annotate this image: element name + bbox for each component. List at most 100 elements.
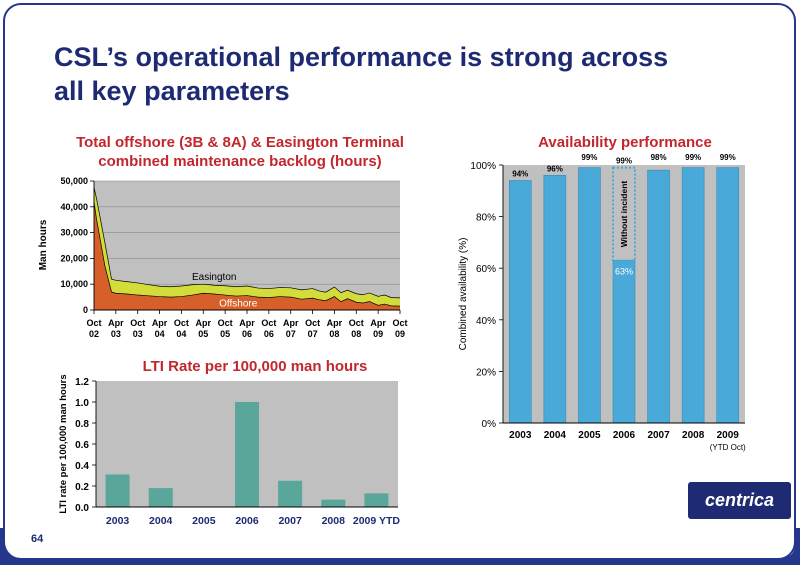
backlog-x-tick-label: 07	[308, 329, 318, 339]
backlog-y-axis-title: Man hours	[38, 219, 49, 270]
lti-bar	[235, 402, 259, 507]
easington-label: Easington	[192, 272, 236, 283]
backlog-y-tick-label: 20,000	[60, 253, 88, 263]
easington-line	[93, 187, 401, 299]
lti-y-tick-label: 1.2	[75, 377, 89, 388]
availability-x-tick-label: 2007	[647, 430, 670, 441]
backlog-y-tick-label: 0	[83, 305, 88, 315]
lti-bar	[364, 493, 389, 507]
availability-bar	[578, 167, 601, 424]
availability-x-tick-label: 2004	[544, 430, 567, 441]
backlog-x-tick-label: Apr	[370, 318, 386, 328]
availability-value-label: 63%	[615, 266, 633, 276]
availability-bar	[543, 175, 567, 424]
lti-x-tick-label: 2009 YTD	[353, 515, 401, 527]
backlog-x-tick-label: Apr	[108, 318, 124, 328]
availability-x-tick-label: 2009	[717, 430, 740, 441]
backlog-x-tick-label: 05	[198, 329, 208, 339]
availability-chart-title: Availability performance	[538, 134, 712, 151]
backlog-x-tick-label: Apr	[239, 318, 255, 328]
without-incident-annotation: Without incident	[619, 181, 629, 248]
backlog-y-tick-label: 30,000	[60, 228, 88, 238]
backlog-x-tick-label: Oct	[305, 318, 320, 328]
page-number: 64	[31, 533, 44, 545]
backlog-y-tick-label: 40,000	[60, 202, 88, 212]
lti-bar	[148, 488, 173, 507]
backlog-x-tick-label: Oct	[218, 318, 233, 328]
backlog-x-tick-label: Oct	[349, 318, 364, 328]
backlog-x-tick-label: Apr	[283, 318, 299, 328]
availability-value-label: 99%	[581, 153, 597, 162]
backlog-x-tick-label: Oct	[174, 318, 189, 328]
backlog-x-tick-label: Apr	[327, 318, 343, 328]
availability-x-tick-label: 2005	[578, 430, 601, 441]
availability-value-label: 99%	[685, 153, 701, 162]
lti-x-tick-label: 2008	[322, 515, 346, 527]
slide-frame	[3, 3, 796, 560]
lti-bar	[278, 480, 303, 507]
lti-y-tick-label: 1.0	[75, 398, 89, 409]
lti-y-tick-label: 0.4	[75, 461, 89, 472]
without-incident-value-label: 99%	[616, 157, 632, 166]
lti-x-tick-label: 2005	[192, 515, 216, 527]
offshore-line	[93, 201, 401, 307]
lti-bar	[105, 474, 130, 507]
backlog-x-tick-label: 08	[329, 329, 339, 339]
backlog-chart-title: Total offshore (3B & 8A) & Easington Ter…	[40, 133, 440, 171]
backlog-x-tick-label: 06	[264, 329, 274, 339]
lti-chart-title: LTI Rate per 100,000 man hours	[142, 358, 368, 375]
slide-title: CSL’s operational performance is strong …	[54, 40, 754, 108]
availability-y-tick-label: 80%	[476, 213, 496, 224]
lti-bar	[321, 499, 346, 507]
backlog-chart-title-line2: combined maintenance backlog (hours)	[98, 153, 382, 170]
backlog-x-tick-label: Oct	[261, 318, 276, 328]
without-incident-dotted-bar	[612, 166, 636, 262]
backlog-x-tick-label: Apr	[196, 318, 212, 328]
availability-value-label: 96%	[547, 164, 563, 173]
backlog-x-tick-label: Oct	[130, 318, 145, 328]
availability-ytd-note: (YTD Oct)	[710, 443, 746, 452]
lti-x-tick-label: 2004	[149, 515, 173, 527]
availability-x-tick-label: 2003	[509, 430, 532, 441]
backlog-x-tick-label: Oct	[86, 318, 101, 328]
backlog-chart-title-line1: Total offshore (3B & 8A) & Easington Ter…	[76, 134, 404, 151]
offshore-area	[94, 201, 400, 310]
availability-bar	[681, 167, 705, 424]
lti-y-tick-label: 0.0	[75, 503, 89, 514]
lti-y-tick-label: 0.6	[75, 440, 89, 451]
lti-y-tick-label: 0.2	[75, 482, 89, 493]
backlog-x-tick-label: 04	[155, 329, 165, 339]
availability-value-label: 94%	[512, 169, 528, 178]
availability-x-tick-label: 2006	[613, 430, 636, 441]
lti-x-tick-label: 2007	[278, 515, 302, 527]
backlog-x-tick-label: 08	[351, 329, 361, 339]
offshore-label: Offshore	[219, 298, 258, 309]
availability-bar	[647, 169, 670, 424]
backlog-x-tick-label: 03	[111, 329, 121, 339]
availability-y-axis-title: Combined availability (%)	[458, 238, 469, 351]
slide-title-line1: CSL’s operational performance is strong …	[54, 42, 669, 72]
availability-x-tick-label: 2008	[682, 430, 705, 441]
availability-y-tick-label: 100%	[470, 161, 496, 172]
backlog-x-tick-label: 05	[220, 329, 230, 339]
lti-x-tick-label: 2003	[106, 515, 130, 527]
lti-x-tick-label: 2006	[235, 515, 259, 527]
backlog-x-tick-label: 04	[176, 329, 186, 339]
lti-y-axis-title: LTI rate per 100,000 man hours	[58, 374, 69, 513]
lti-y-tick-label: 0.8	[75, 419, 89, 430]
backlog-y-tick-label: 10,000	[60, 279, 88, 289]
availability-y-tick-label: 60%	[476, 264, 496, 275]
availability-y-tick-label: 0%	[482, 419, 497, 430]
backlog-x-tick-label: Apr	[152, 318, 168, 328]
availability-y-tick-label: 40%	[476, 316, 496, 327]
slide-title-line2: all key parameters	[54, 76, 290, 106]
availability-bar	[612, 260, 636, 424]
availability-bar	[508, 180, 532, 424]
backlog-x-tick-label: 09	[395, 329, 405, 339]
availability-y-tick-label: 20%	[476, 367, 496, 378]
backlog-x-tick-label: 02	[89, 329, 99, 339]
availability-value-label: 99%	[720, 153, 736, 162]
backlog-x-tick-label: 03	[133, 329, 143, 339]
backlog-y-tick-label: 50,000	[60, 176, 88, 186]
